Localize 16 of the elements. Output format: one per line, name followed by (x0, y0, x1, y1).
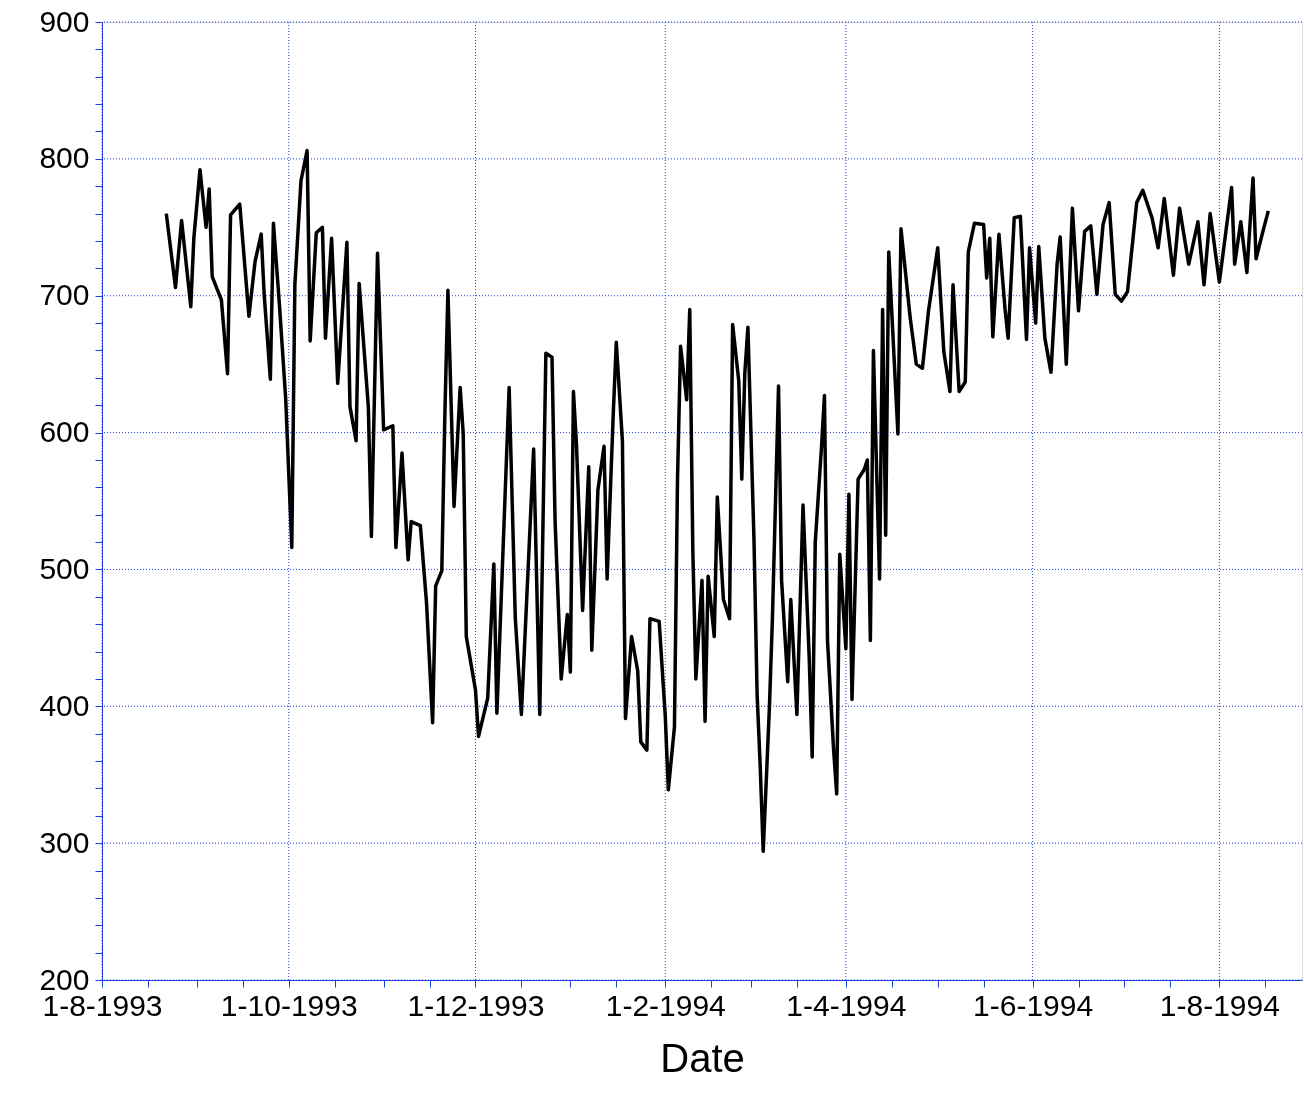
x-tick-label: 1-12-1993 (407, 988, 545, 1022)
x-tick-label: 1-2-1994 (605, 988, 726, 1022)
y-tick-label: 800 (39, 141, 90, 175)
y-tick-label: 700 (39, 278, 90, 312)
y-tick-label: 400 (39, 688, 90, 722)
y-tick-label: 500 (39, 551, 90, 585)
x-axis-title: Date (660, 1035, 745, 1080)
x-tick-label: 1-8-1994 (1159, 988, 1280, 1022)
y-tick-label: 600 (39, 415, 90, 449)
x-tick-label: 1-4-1994 (786, 988, 907, 1022)
x-tick-label: 1-6-1994 (973, 988, 1094, 1022)
y-tick-label: 200 (39, 962, 90, 996)
y-tick-label: 900 (39, 4, 90, 38)
line-series (164, 148, 1271, 854)
x-tick-label: 1-10-1993 (220, 988, 358, 1022)
y-tick-label: 300 (39, 825, 90, 859)
